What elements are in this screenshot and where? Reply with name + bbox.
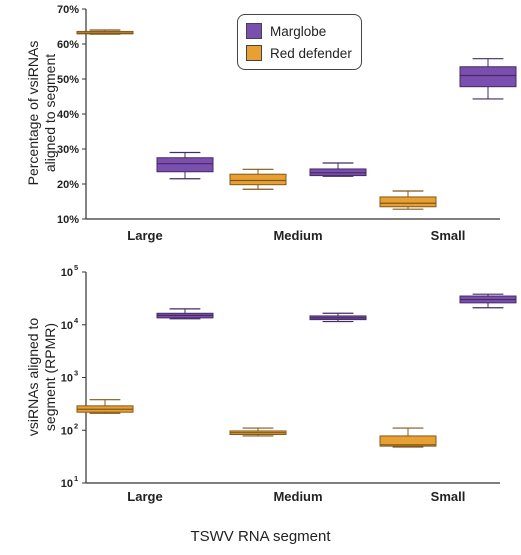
y-tick-label: 50% xyxy=(57,74,79,86)
y-tick-label-exponent: 2 xyxy=(74,421,78,430)
legend-swatch-marglobe xyxy=(246,23,262,39)
y-tick-label: 10 xyxy=(61,373,73,385)
legend-label-marglobe: Marglobe xyxy=(270,23,327,39)
x-axis-title: TSWV RNA segment xyxy=(190,528,331,545)
category-label-small: Small xyxy=(431,489,466,504)
y-tick-label: 30% xyxy=(57,144,79,156)
box-red-defender-medium xyxy=(229,427,287,437)
y-tick-label: 20% xyxy=(57,179,79,191)
box-iqr xyxy=(229,173,287,186)
y-tick-label-exponent: 3 xyxy=(74,369,78,378)
box-red-defender-small xyxy=(379,427,437,448)
legend-item-marglobe: Marglobe xyxy=(246,21,326,41)
bottom-y-axis-label: vsiRNAs aligned to segment (RPMR) xyxy=(25,277,59,477)
top-y-axis-label: Percentage of vsiRNAs aligned to segment xyxy=(25,13,59,213)
box-marglobe-medium xyxy=(309,162,367,177)
y-tick-label: 10 xyxy=(61,478,73,490)
panel-percentage: 10% 20% 30% 40% 50% 60% 70% Large Medium Small xyxy=(57,4,517,243)
box-marglobe-small xyxy=(459,293,517,309)
top-y-axis-label-line-2: aligned to segment xyxy=(42,53,58,173)
box-iqr xyxy=(379,435,437,447)
category-label-medium: Medium xyxy=(273,228,322,243)
bottom-y-axis-label-line-1: vsiRNAs aligned to xyxy=(25,317,41,437)
legend-item-red-defender: Red defender xyxy=(246,43,352,63)
legend: Marglobe Red defender xyxy=(237,14,362,70)
y-tick-label: 10 xyxy=(61,267,73,279)
box-red-defender-large xyxy=(76,29,134,35)
box-red-defender-medium xyxy=(229,168,287,190)
y-tick-label-exponent: 5 xyxy=(74,263,78,272)
y-tick-label: 40% xyxy=(57,109,79,121)
y-tick-label-exponent: 1 xyxy=(74,474,78,483)
y-tick-label-exponent: 4 xyxy=(74,316,79,325)
box-red-defender-large xyxy=(76,399,134,414)
category-label-small: Small xyxy=(431,228,466,243)
box-iqr xyxy=(379,196,437,208)
box-iqr xyxy=(459,66,517,88)
y-tick-label: 10% xyxy=(57,214,79,226)
y-tick-label: 10 xyxy=(61,320,73,332)
box-marglobe-medium xyxy=(309,312,367,323)
bottom-y-axis-label-line-2: segment (RPMR) xyxy=(42,322,58,432)
y-tick-label: 60% xyxy=(57,39,79,51)
box-marglobe-large xyxy=(156,151,214,180)
box-iqr xyxy=(156,157,214,173)
legend-swatch-red-defender xyxy=(246,45,262,61)
y-tick-label: 10 xyxy=(61,425,73,437)
box-red-defender-small xyxy=(379,190,437,210)
category-label-medium: Medium xyxy=(273,489,322,504)
category-label-large: Large xyxy=(127,228,162,243)
legend-label-red-defender: Red defender xyxy=(270,45,352,61)
box-marglobe-small xyxy=(459,58,517,100)
category-label-large: Large xyxy=(127,489,162,504)
top-y-axis-label-line-1: Percentage of vsiRNAs xyxy=(25,40,41,186)
y-tick-label: 70% xyxy=(57,4,79,16)
box-marglobe-large xyxy=(156,308,214,320)
